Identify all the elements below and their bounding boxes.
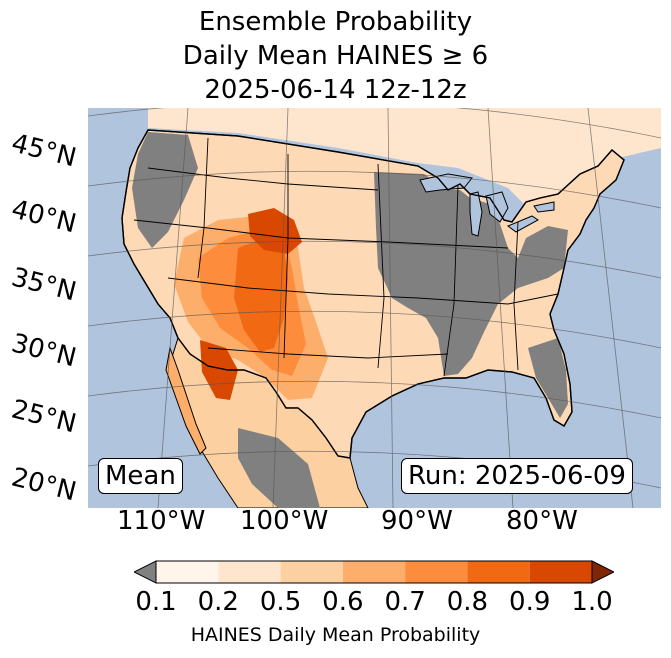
- lat-label-45: 45°N: [8, 128, 80, 174]
- colorbar-tick-label: 0.6: [322, 587, 364, 617]
- colorbar-label: HAINES Daily Mean Probability: [190, 624, 481, 646]
- lat-label-35: 35°N: [8, 262, 80, 308]
- lake-michigan: [469, 191, 483, 237]
- colorbar-tick-label: 0.9: [509, 587, 551, 617]
- canada-region: [148, 108, 661, 218]
- lat-label-40: 40°N: [8, 194, 80, 240]
- stat-label-box: Mean: [98, 458, 183, 494]
- lon-label-80: 80°W: [506, 506, 578, 536]
- colorbar-frame: [155, 560, 593, 584]
- gray-area-northwest: [132, 132, 198, 248]
- lake-ontario: [533, 201, 555, 213]
- baja-peninsula: [165, 346, 207, 455]
- prob-region-0-9-south: [200, 340, 238, 400]
- prob-region-0-8: [234, 238, 288, 352]
- lat-label-20: 20°N: [8, 462, 80, 508]
- colorbar-tick-label: 0.8: [446, 587, 489, 617]
- colorbar-tick-label: 0.1: [135, 587, 177, 617]
- lon-label-100: 100°W: [240, 506, 329, 536]
- colorbar-over-arrow: [591, 560, 614, 584]
- prob-region-0-9: [248, 208, 302, 254]
- colorbar-cell: [280, 561, 343, 583]
- colorbar-tick-label: 0.7: [384, 587, 426, 617]
- colorbar-cell: [156, 561, 219, 583]
- lake-erie: [507, 215, 539, 233]
- gray-area-southeast: [528, 338, 568, 418]
- probability-map: [88, 108, 661, 508]
- lat-label-30: 30°N: [8, 328, 80, 374]
- lon-label-90: 90°W: [381, 506, 453, 536]
- usa-outline: [121, 129, 625, 459]
- colorbar-cell: [467, 561, 530, 583]
- state-boundaries: [133, 137, 559, 377]
- run-label-box: Run: 2025-06-09: [401, 458, 633, 494]
- colorbar-cell: [342, 561, 406, 583]
- colorbar-tick-label: 1.0: [571, 587, 613, 617]
- lon-label-110: 110°W: [117, 506, 206, 536]
- lat-label-25: 25°N: [8, 394, 80, 440]
- title-line-2: Daily Mean HAINES ≥ 6: [182, 41, 489, 71]
- gray-area-plains: [374, 172, 568, 376]
- colorbar-cell: [405, 561, 468, 583]
- colorbar-tick-label: 0.2: [197, 587, 239, 617]
- colorbar-tick-label: 0.5: [259, 587, 302, 617]
- colorbar-under-arrow: [134, 560, 157, 584]
- colorbar-cell: [218, 561, 281, 583]
- title-line-3: 2025-06-14 12z-12z: [204, 75, 467, 105]
- gray-area-mexico: [238, 428, 320, 508]
- colorbar: [134, 560, 614, 584]
- colorbar-cell: [529, 561, 592, 583]
- graticule: [88, 108, 661, 508]
- title-line-1: Ensemble Probability: [198, 7, 473, 37]
